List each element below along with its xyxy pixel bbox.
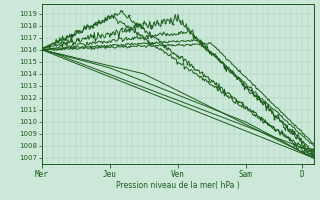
- X-axis label: Pression niveau de la mer( hPa ): Pression niveau de la mer( hPa ): [116, 181, 239, 190]
